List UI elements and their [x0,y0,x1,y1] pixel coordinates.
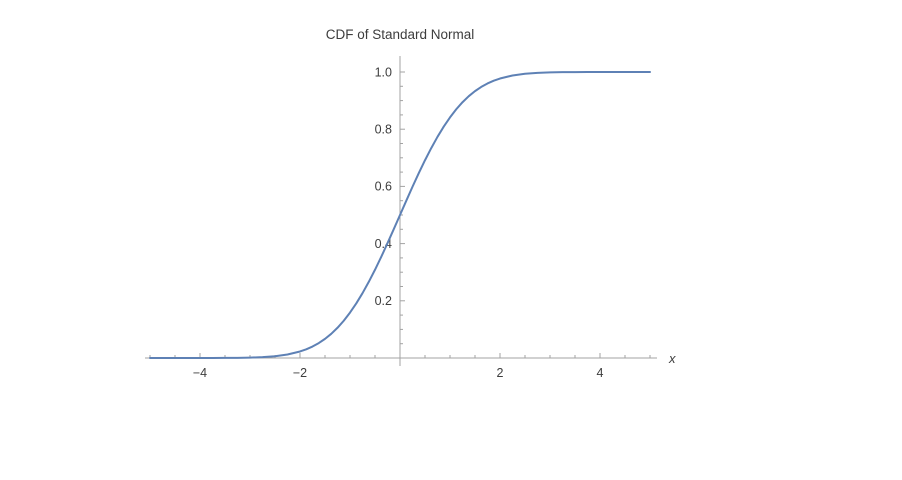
y-tick-label: 0.2 [375,294,392,308]
cdf-curve [149,71,651,359]
y-tick-label: 0.6 [375,180,392,194]
plot-title: CDF of Standard Normal [326,27,475,42]
x-tick-label: 2 [497,366,504,380]
axes-group: −4 −2 2 40.20.40.60.81.0 [145,56,657,380]
x-axis-label: x [668,351,676,366]
x-tick-label: −4 [193,366,207,380]
x-tick-label: 4 [597,366,604,380]
x-tick-label: −2 [293,366,307,380]
y-tick-label: 0.8 [375,123,392,137]
y-tick-label: 1.0 [375,65,392,79]
